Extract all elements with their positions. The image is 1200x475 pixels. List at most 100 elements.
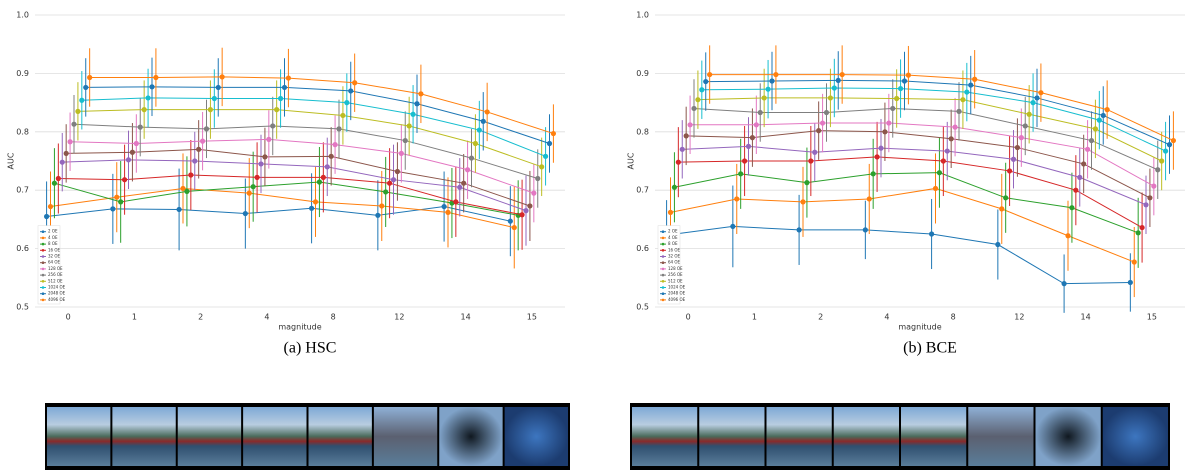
point: [196, 146, 202, 152]
legend-label: 4096 OE: [48, 297, 66, 302]
point: [1147, 195, 1153, 201]
y-tick-label: 0.8: [636, 127, 649, 136]
point: [1038, 90, 1044, 96]
point: [375, 212, 381, 218]
point: [383, 189, 389, 195]
legend-marker: [41, 298, 45, 302]
image-panel: [901, 407, 967, 466]
point: [894, 95, 900, 102]
x-tick-label: 14: [461, 313, 471, 322]
series-line: [77, 109, 542, 168]
series-line: [682, 145, 1147, 206]
point: [118, 199, 124, 205]
legend-marker: [41, 249, 45, 252]
point: [484, 109, 490, 115]
point: [145, 95, 151, 101]
point: [695, 97, 701, 103]
point: [215, 84, 221, 91]
point: [823, 109, 830, 116]
legend-marker: [661, 255, 665, 258]
point: [199, 138, 206, 144]
y-axis-label: AUC: [627, 152, 636, 169]
series: [699, 58, 1169, 181]
legend-label: 2048 OE: [48, 291, 66, 296]
point: [667, 209, 674, 215]
point: [137, 124, 143, 130]
point: [928, 231, 935, 237]
legend-label: 256 OE: [668, 272, 683, 277]
point: [258, 161, 264, 167]
point: [862, 227, 868, 233]
point: [379, 203, 385, 209]
series-line: [66, 148, 531, 207]
legend-marker: [661, 298, 665, 302]
point: [348, 88, 354, 94]
point: [464, 167, 471, 173]
point: [738, 171, 744, 177]
image-panel: [1102, 407, 1168, 466]
series-line: [666, 225, 1131, 285]
point: [1018, 135, 1024, 141]
point: [441, 203, 447, 210]
legend-marker: [41, 242, 45, 246]
point: [402, 137, 408, 144]
point: [129, 149, 136, 155]
x-tick-label: 4: [264, 313, 269, 322]
point: [188, 172, 194, 178]
legend-marker: [41, 273, 45, 277]
point: [905, 72, 912, 78]
point: [1155, 167, 1161, 173]
legend-label: 512 OE: [668, 278, 683, 283]
point: [874, 154, 880, 160]
point: [882, 129, 888, 135]
point: [761, 95, 767, 101]
x-tick-label: 15: [1147, 313, 1157, 322]
series: [55, 139, 525, 250]
point: [539, 164, 545, 170]
y-tick-label: 0.5: [636, 303, 649, 312]
image-panel: [632, 407, 698, 466]
point: [671, 184, 678, 190]
point: [308, 205, 315, 211]
point: [207, 107, 214, 113]
point: [890, 105, 896, 112]
point: [336, 126, 342, 132]
point: [406, 123, 412, 129]
series: [671, 137, 1141, 268]
point: [1022, 123, 1028, 129]
point: [192, 158, 198, 164]
point: [1104, 107, 1110, 113]
point: [507, 218, 513, 224]
series-line: [670, 187, 1135, 263]
point: [386, 180, 393, 186]
point: [285, 75, 292, 81]
point: [133, 140, 139, 147]
point: [1034, 95, 1040, 101]
plot-area: [35, 15, 565, 307]
y-tick-label: 1.0: [16, 11, 29, 20]
y-tick-label: 0.7: [636, 186, 649, 195]
point: [87, 74, 93, 81]
legend-marker: [661, 230, 665, 233]
series-line: [674, 172, 1139, 234]
point: [398, 150, 404, 157]
point: [242, 210, 248, 217]
point: [952, 124, 958, 130]
point: [476, 127, 482, 133]
point: [153, 74, 159, 81]
point: [1088, 137, 1095, 144]
point: [808, 158, 814, 164]
series: [675, 121, 1145, 263]
point: [418, 91, 424, 97]
point: [687, 122, 693, 128]
point: [531, 190, 537, 196]
x-tick-label: 12: [1014, 313, 1024, 322]
image-panel: [308, 407, 372, 466]
point: [274, 107, 280, 113]
point: [968, 82, 974, 88]
point: [246, 190, 252, 196]
image-panel: [373, 407, 438, 466]
point: [457, 184, 463, 190]
point: [316, 179, 323, 185]
point: [675, 159, 681, 165]
